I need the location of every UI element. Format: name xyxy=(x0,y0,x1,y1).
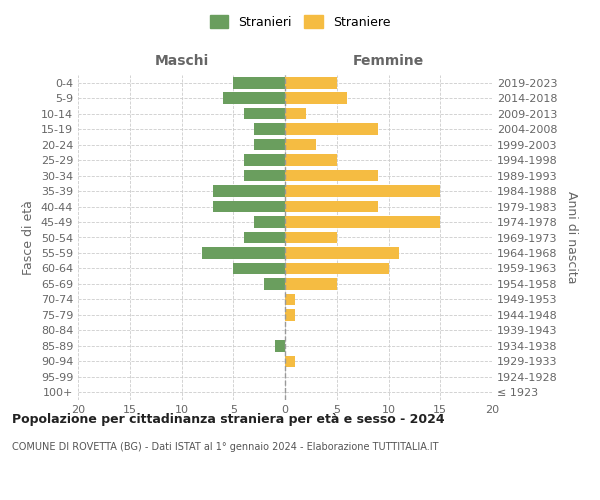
Bar xyxy=(285,154,337,166)
Bar xyxy=(285,294,295,305)
Bar xyxy=(285,170,378,181)
Bar xyxy=(202,247,285,259)
Bar xyxy=(212,186,285,197)
Bar xyxy=(285,186,440,197)
Text: Femmine: Femmine xyxy=(353,54,424,68)
Bar xyxy=(233,262,285,274)
Text: COMUNE DI ROVETTA (BG) - Dati ISTAT al 1° gennaio 2024 - Elaborazione TUTTITALIA: COMUNE DI ROVETTA (BG) - Dati ISTAT al 1… xyxy=(12,442,439,452)
Text: Maschi: Maschi xyxy=(154,54,209,68)
Bar xyxy=(285,247,399,259)
Bar xyxy=(285,108,306,120)
Text: Popolazione per cittadinanza straniera per età e sesso - 2024: Popolazione per cittadinanza straniera p… xyxy=(12,412,445,426)
Bar xyxy=(233,77,285,88)
Y-axis label: Anni di nascita: Anni di nascita xyxy=(565,191,578,284)
Y-axis label: Fasce di età: Fasce di età xyxy=(22,200,35,275)
Bar xyxy=(212,200,285,212)
Bar xyxy=(265,278,285,289)
Bar xyxy=(285,77,337,88)
Bar xyxy=(285,139,316,150)
Bar xyxy=(285,262,389,274)
Bar xyxy=(285,309,295,320)
Bar xyxy=(244,154,285,166)
Bar xyxy=(244,232,285,243)
Bar xyxy=(223,92,285,104)
Bar xyxy=(285,200,378,212)
Bar xyxy=(244,170,285,181)
Bar xyxy=(254,124,285,135)
Bar xyxy=(275,340,285,351)
Bar xyxy=(285,92,347,104)
Bar xyxy=(285,124,378,135)
Bar xyxy=(285,216,440,228)
Bar xyxy=(244,108,285,120)
Bar xyxy=(285,232,337,243)
Bar xyxy=(254,139,285,150)
Legend: Stranieri, Straniere: Stranieri, Straniere xyxy=(206,11,394,32)
Bar xyxy=(254,216,285,228)
Bar xyxy=(285,356,295,367)
Bar xyxy=(285,278,337,289)
